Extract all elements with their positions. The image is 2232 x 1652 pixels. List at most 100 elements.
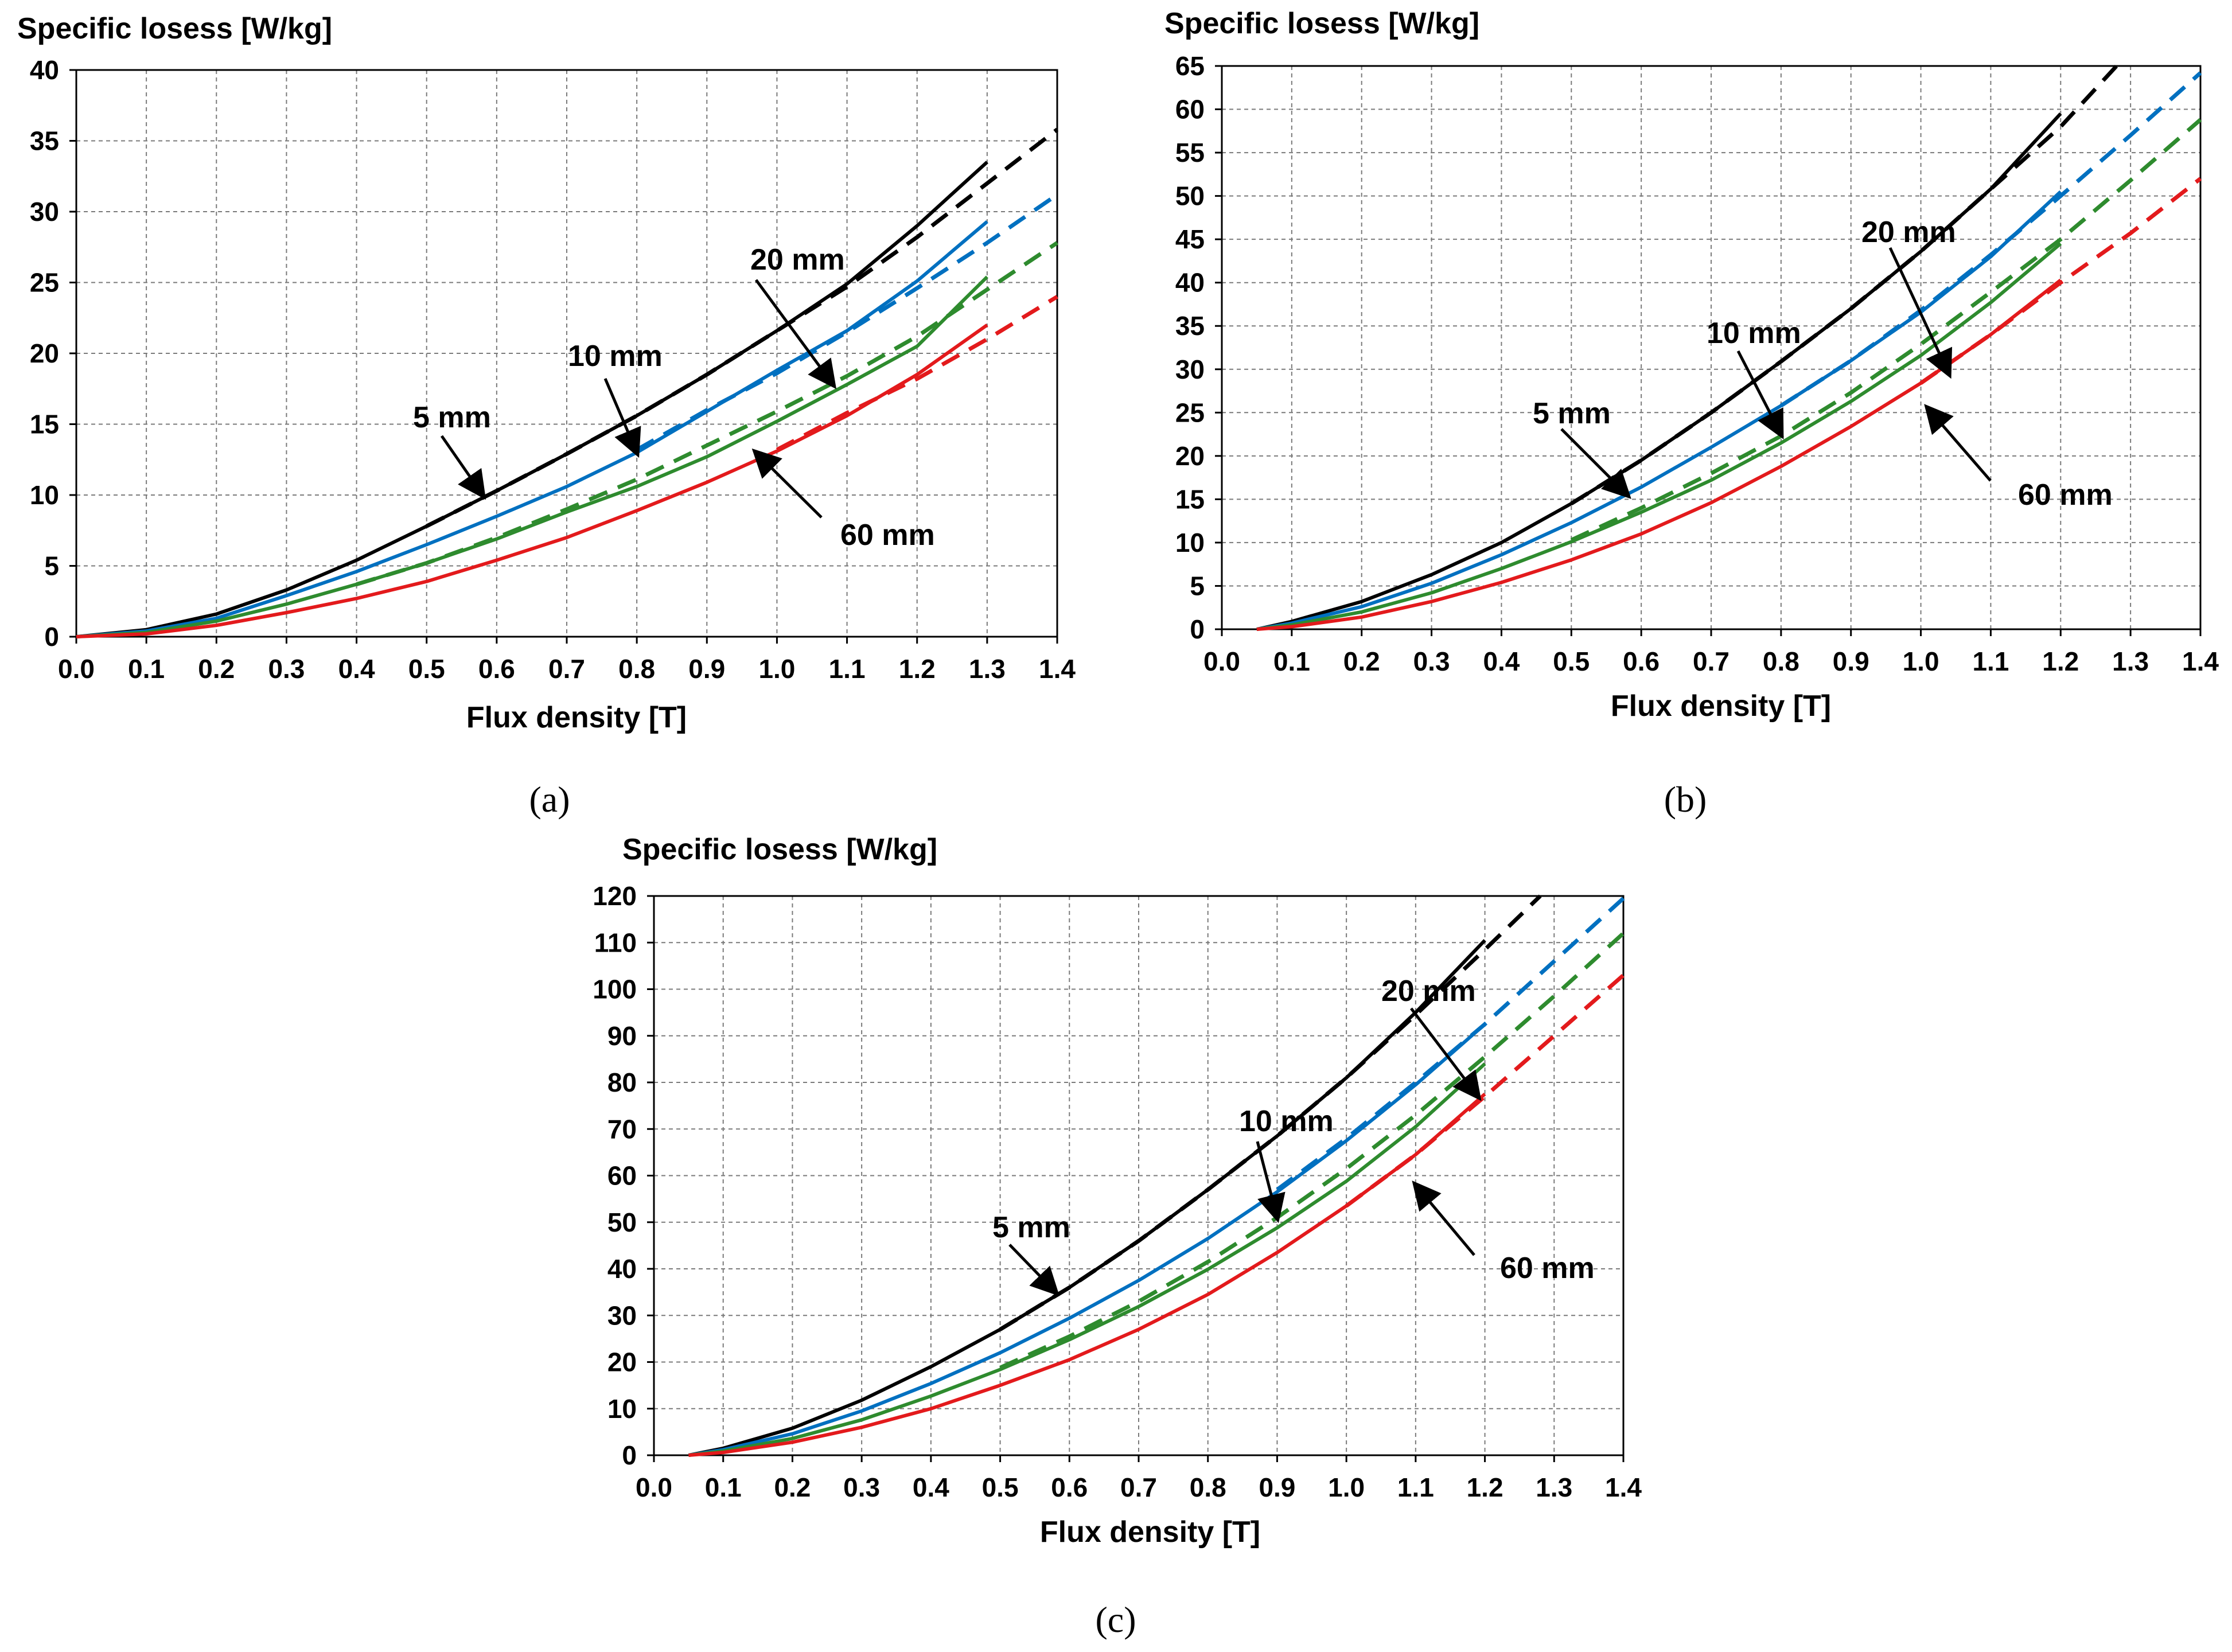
- y-tick-label: 5: [1190, 571, 1205, 601]
- annotation-label: 20 mm: [1861, 216, 1956, 249]
- y-tick-label: 40: [30, 55, 59, 85]
- x-tick-label: 0.1: [1273, 646, 1310, 676]
- y-tick-label: 30: [1175, 354, 1205, 384]
- y-axis-title: Specific losess [W/kg]: [622, 833, 937, 866]
- series-10-mm-solid-line: [688, 1023, 1486, 1457]
- x-axis-title: Flux density [T]: [1040, 1515, 1260, 1549]
- x-tick-label: 0.3: [843, 1472, 880, 1502]
- x-tick-label: 0.3: [1413, 646, 1450, 676]
- annotation-label: 10 mm: [1707, 317, 1801, 350]
- annotation-label: 60 mm: [840, 519, 935, 552]
- y-tick-label: 0: [44, 622, 59, 652]
- y-axis-title: Specific losess [W/kg]: [17, 12, 332, 45]
- series-60-mm-dashed-line: [776, 295, 1058, 452]
- y-axis-title: Specific losess [W/kg]: [1164, 7, 1479, 40]
- series-10-mm-solid-line: [1256, 190, 2062, 631]
- chart-panel-b: Specific losess [W/kg] Flux density [T] …: [1164, 7, 2219, 820]
- x-tick-label: 0.5: [1553, 646, 1590, 676]
- annotation-label: 5 mm: [1533, 397, 1611, 430]
- y-tick-label: 60: [1175, 95, 1205, 124]
- x-tick-label: 0.2: [198, 654, 235, 684]
- x-tick-label: 0.0: [58, 654, 95, 684]
- y-tick-label: 65: [1175, 51, 1205, 81]
- y-tick-label: 100: [593, 975, 637, 1004]
- x-tick-label: 1.1: [829, 654, 866, 684]
- annotation-arrow: [1412, 1180, 1475, 1256]
- y-tick-label: 10: [1175, 528, 1205, 558]
- y-tick-label: 30: [607, 1300, 637, 1330]
- x-tick-label: 0.6: [1623, 646, 1660, 676]
- x-tick-label: 0.4: [913, 1472, 949, 1502]
- y-tick-label: 20: [30, 338, 59, 368]
- x-tick-label: 0.1: [128, 654, 165, 684]
- annotation-label: 5 mm: [992, 1211, 1070, 1244]
- annotation-arrow: [1410, 1007, 1482, 1101]
- x-tick-label: 0.8: [618, 654, 655, 684]
- x-tick-label: 1.1: [1397, 1472, 1434, 1502]
- y-tick-label: 55: [1175, 138, 1205, 167]
- x-tick-label: 0.9: [1259, 1472, 1295, 1502]
- series-60-mm-dashed-line: [1919, 177, 2202, 385]
- series-20-mm-solid-line: [1256, 242, 2062, 631]
- y-tick-label: 45: [1175, 224, 1205, 254]
- y-tick-label: 30: [30, 197, 59, 227]
- annotation-label: 20 mm: [1381, 975, 1476, 1008]
- y-tick-label: 90: [607, 1021, 637, 1051]
- x-tick-label: 0.7: [548, 654, 585, 684]
- series-20-mm-dashed-line: [356, 241, 1058, 586]
- y-tick-label: 10: [607, 1394, 637, 1424]
- y-tick-label: 35: [30, 126, 59, 156]
- series-20-mm-dashed-line: [1570, 118, 2202, 542]
- annotation-label: 10 mm: [1239, 1105, 1334, 1138]
- x-tick-label: 0.7: [1120, 1472, 1157, 1502]
- y-tick-label: 5: [44, 551, 59, 581]
- x-tick-label: 0.5: [408, 654, 445, 684]
- plot-frame: [75, 69, 1058, 638]
- series-5-mm-solid-line: [688, 939, 1486, 1457]
- annotation-arrow: [1008, 1244, 1060, 1296]
- x-axis-title: Flux density [T]: [466, 701, 687, 734]
- annotation-arrow: [1888, 247, 1953, 379]
- x-tick-label: 1.3: [969, 654, 1006, 684]
- series-5-mm-solid-line: [1256, 112, 2062, 631]
- x-tick-label: 0.0: [636, 1472, 672, 1502]
- series-60-mm-solid-line: [1256, 278, 2062, 631]
- x-tick-label: 0.5: [982, 1472, 1019, 1502]
- x-axis-title: Flux density [T]: [1611, 689, 1831, 723]
- series-20-mm-dashed-line: [999, 932, 1625, 1370]
- y-tick-label: 20: [607, 1347, 637, 1377]
- y-tick-label: 50: [607, 1207, 637, 1237]
- y-tick-label: 80: [607, 1067, 637, 1097]
- x-tick-label: 0.6: [478, 654, 515, 684]
- y-tick-label: 40: [1175, 268, 1205, 298]
- y-tick-label: 110: [594, 928, 637, 957]
- panel-label: (a): [529, 779, 570, 820]
- x-tick-label: 0.8: [1763, 646, 1799, 676]
- y-tick-label: 40: [607, 1254, 637, 1284]
- annotation-arrow: [603, 378, 641, 458]
- x-tick-label: 1.4: [2182, 646, 2219, 676]
- y-tick-label: 70: [607, 1114, 637, 1144]
- annotation-label: 10 mm: [568, 340, 663, 373]
- x-tick-label: 1.2: [1467, 1472, 1503, 1502]
- x-tick-label: 1.2: [899, 654, 936, 684]
- x-tick-label: 0.0: [1203, 646, 1240, 676]
- x-tick-label: 0.2: [774, 1472, 811, 1502]
- x-tick-label: 0.4: [1483, 646, 1520, 676]
- annotation-arrow: [751, 448, 823, 519]
- x-tick-label: 0.8: [1190, 1472, 1226, 1502]
- series-5-mm-dashed-line: [1570, 64, 2118, 505]
- y-tick-label: 0: [1190, 614, 1205, 644]
- x-tick-label: 0.6: [1051, 1472, 1088, 1502]
- x-tick-label: 1.3: [2112, 646, 2149, 676]
- plot-frame: [653, 895, 1625, 1456]
- series-20-mm-solid-line: [76, 275, 989, 638]
- annotation-label: 60 mm: [1500, 1252, 1595, 1285]
- x-tick-label: 1.4: [1605, 1472, 1642, 1502]
- annotation-arrow: [440, 435, 486, 500]
- x-tick-label: 0.3: [268, 654, 305, 684]
- x-tick-label: 0.1: [705, 1472, 742, 1502]
- chart-panel-a: Specific losess [W/kg] Flux density [T] …: [17, 12, 1076, 820]
- annotation-label: 5 mm: [413, 401, 491, 434]
